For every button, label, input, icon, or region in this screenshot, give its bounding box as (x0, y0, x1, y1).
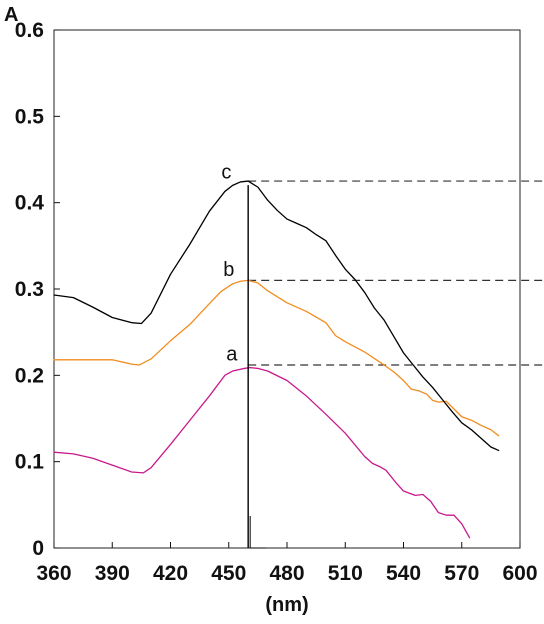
x-tick-label: 510 (328, 562, 363, 585)
y-tick-label: 0.4 (15, 192, 45, 215)
x-tick-label: 390 (95, 562, 130, 585)
y-tick-label: 0 (32, 537, 44, 560)
y-tick-labels: 0 0.1 0.2 0.3 0.4 0.5 0.6 (15, 19, 60, 560)
series-line-c (53, 180, 500, 452)
x-tick-label: 540 (386, 562, 421, 585)
y-axis-label: A (4, 4, 18, 26)
reference-lines (248, 180, 544, 366)
curve-labels: a b c (221, 161, 238, 365)
y-tick-label: 0.2 (15, 364, 44, 387)
series-layer (53, 180, 500, 539)
y-tick-label: 0.5 (15, 105, 45, 128)
curve-label: a (226, 343, 238, 365)
x-tick-label: 480 (269, 562, 304, 585)
x-tick-label: 600 (502, 562, 537, 585)
x-tick-labels: 360 390 420 450 480 510 540 570 600 (36, 542, 538, 585)
x-axis-label: (nm) (265, 594, 308, 616)
x-tick-label: 570 (444, 562, 479, 585)
y-tick-label: 0.6 (15, 19, 44, 42)
series-line-b (53, 279, 500, 437)
series-line-a (53, 366, 471, 539)
peak-marker-layer (247, 185, 267, 549)
plot-frame (53, 29, 521, 549)
x-tick-label: 450 (211, 562, 246, 585)
x-tick-label: 420 (153, 562, 188, 585)
y-tick-label: 0.1 (15, 451, 45, 474)
x-tick-label: 360 (36, 562, 71, 585)
y-tick-label: 0.3 (15, 278, 44, 301)
curve-label: b (223, 259, 234, 281)
curve-label: c (221, 161, 231, 183)
